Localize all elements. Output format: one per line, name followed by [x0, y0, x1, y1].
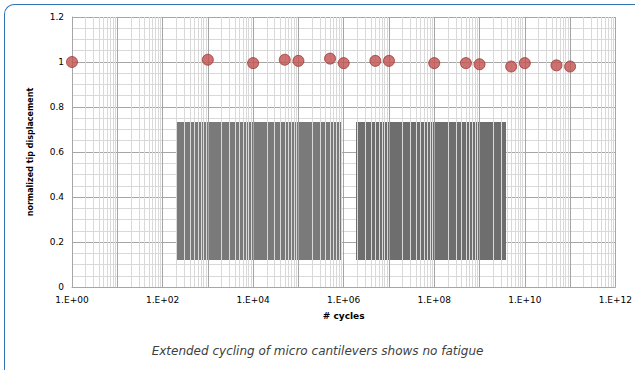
svg-text:1.E+10: 1.E+10 — [508, 295, 542, 305]
svg-text:0: 0 — [58, 282, 64, 292]
svg-text:0.6: 0.6 — [50, 147, 65, 157]
svg-text:# cycles: # cycles — [323, 311, 365, 321]
svg-text:0.4: 0.4 — [50, 192, 65, 202]
svg-text:1.E+08: 1.E+08 — [418, 295, 452, 305]
svg-text:1.E+00: 1.E+00 — [55, 295, 89, 305]
svg-text:0.8: 0.8 — [50, 102, 65, 112]
svg-text:normalized tip displacement: normalized tip displacement — [26, 88, 35, 217]
svg-text:1: 1 — [58, 57, 64, 67]
svg-text:1.E+12: 1.E+12 — [599, 295, 632, 305]
svg-text:1.2: 1.2 — [50, 12, 64, 22]
svg-text:1.E+06: 1.E+06 — [327, 295, 361, 305]
svg-text:1.E+04: 1.E+04 — [236, 295, 270, 305]
svg-text:Extended cycling of micro cant: Extended cycling of micro cantilevers sh… — [152, 344, 484, 358]
svg-text:1.E+02: 1.E+02 — [146, 295, 179, 305]
svg-text:0.2: 0.2 — [50, 237, 64, 247]
